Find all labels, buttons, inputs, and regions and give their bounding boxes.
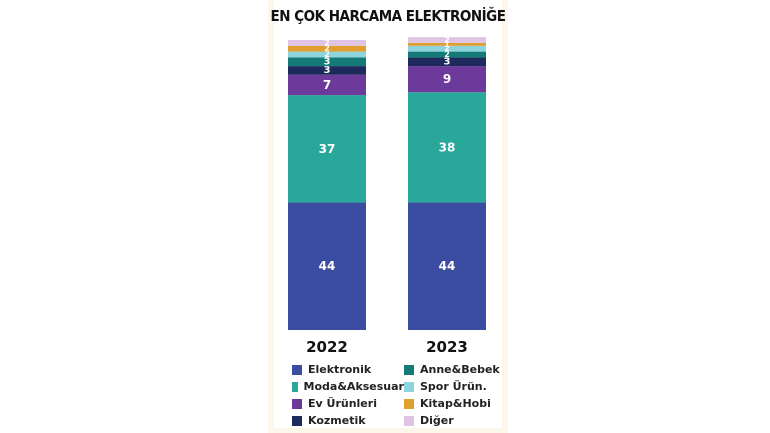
- bar-segment-2022-5: [288, 51, 366, 58]
- data-label: 2: [324, 38, 330, 47]
- legend: Elektronik Anne&Bebek Moda&Aksesuar Spor Ür…: [292, 362, 502, 428]
- x-tick-label: 2022: [306, 338, 348, 356]
- bar-segment-2023-7: [408, 37, 486, 43]
- legend-swatch: [292, 415, 302, 426]
- legend-item: Moda&Aksesuar: [292, 379, 404, 394]
- data-label: 2: [444, 50, 450, 59]
- data-label: 3: [444, 56, 451, 67]
- data-label: 7: [323, 78, 331, 92]
- bar-segment-2023-1: [408, 92, 486, 203]
- data-label: 1: [444, 40, 450, 49]
- legend-item: Kozmetik: [292, 413, 404, 428]
- bar-segment-2022-1: [288, 95, 366, 203]
- bar-segment-2022-3: [288, 66, 366, 75]
- legend-swatch: [404, 398, 414, 409]
- data-label: 3: [324, 65, 331, 76]
- legend-swatch: [292, 381, 298, 392]
- legend-item: Kitap&Hobi: [404, 396, 502, 411]
- bar-segment-2023-0: [408, 202, 486, 330]
- legend-label: Elektronik: [308, 363, 372, 376]
- data-label: 37: [319, 142, 336, 156]
- data-label: 44: [439, 259, 456, 273]
- data-label: 2: [444, 36, 450, 45]
- legend-label: Kitap&Hobi: [420, 397, 491, 410]
- legend-label: Kozmetik: [308, 414, 366, 427]
- bar-segment-2023-2: [408, 66, 486, 93]
- data-label: 44: [319, 259, 336, 273]
- bar-segment-2023-6: [408, 42, 486, 46]
- bar-segment-2022-2: [288, 74, 366, 96]
- legend-swatch: [404, 364, 414, 375]
- chart-title: EN ÇOK HARCAMA ELEKTRONİĞE: [270, 7, 506, 25]
- legend-item: Elektronik: [292, 362, 404, 377]
- legend-label: Anne&Bebek: [420, 363, 500, 376]
- legend-label: Moda&Aksesuar: [303, 380, 404, 393]
- x-tick-label: 2023: [426, 338, 468, 356]
- bar-segment-2022-4: [288, 57, 366, 67]
- data-label: 38: [439, 140, 456, 154]
- legend-item: Spor Ürün.: [404, 379, 502, 394]
- legend-item: Ev Ürünleri: [292, 396, 404, 411]
- bar-segment-2022-0: [288, 202, 366, 330]
- legend-label: Diğer: [420, 414, 454, 427]
- legend-item: Diğer: [404, 413, 502, 428]
- legend-swatch: [292, 364, 302, 375]
- bar-segment-2023-5: [408, 45, 486, 52]
- legend-label: Ev Ürünleri: [308, 397, 377, 410]
- bar-segment-2023-3: [408, 57, 486, 67]
- bar-segment-2022-7: [288, 40, 366, 46]
- bar-segment-2023-4: [408, 51, 486, 58]
- legend-item: Anne&Bebek: [404, 362, 502, 377]
- legend-swatch: [292, 398, 302, 409]
- legend-label: Spor Ürün.: [420, 380, 487, 393]
- data-label: 2: [324, 44, 330, 53]
- data-label: 2: [444, 44, 450, 53]
- legend-swatch: [404, 415, 414, 426]
- legend-swatch: [404, 381, 414, 392]
- data-label: 9: [443, 72, 451, 86]
- bar-segment-2022-6: [288, 45, 366, 52]
- data-label: 2: [324, 50, 330, 59]
- data-label: 3: [324, 56, 331, 67]
